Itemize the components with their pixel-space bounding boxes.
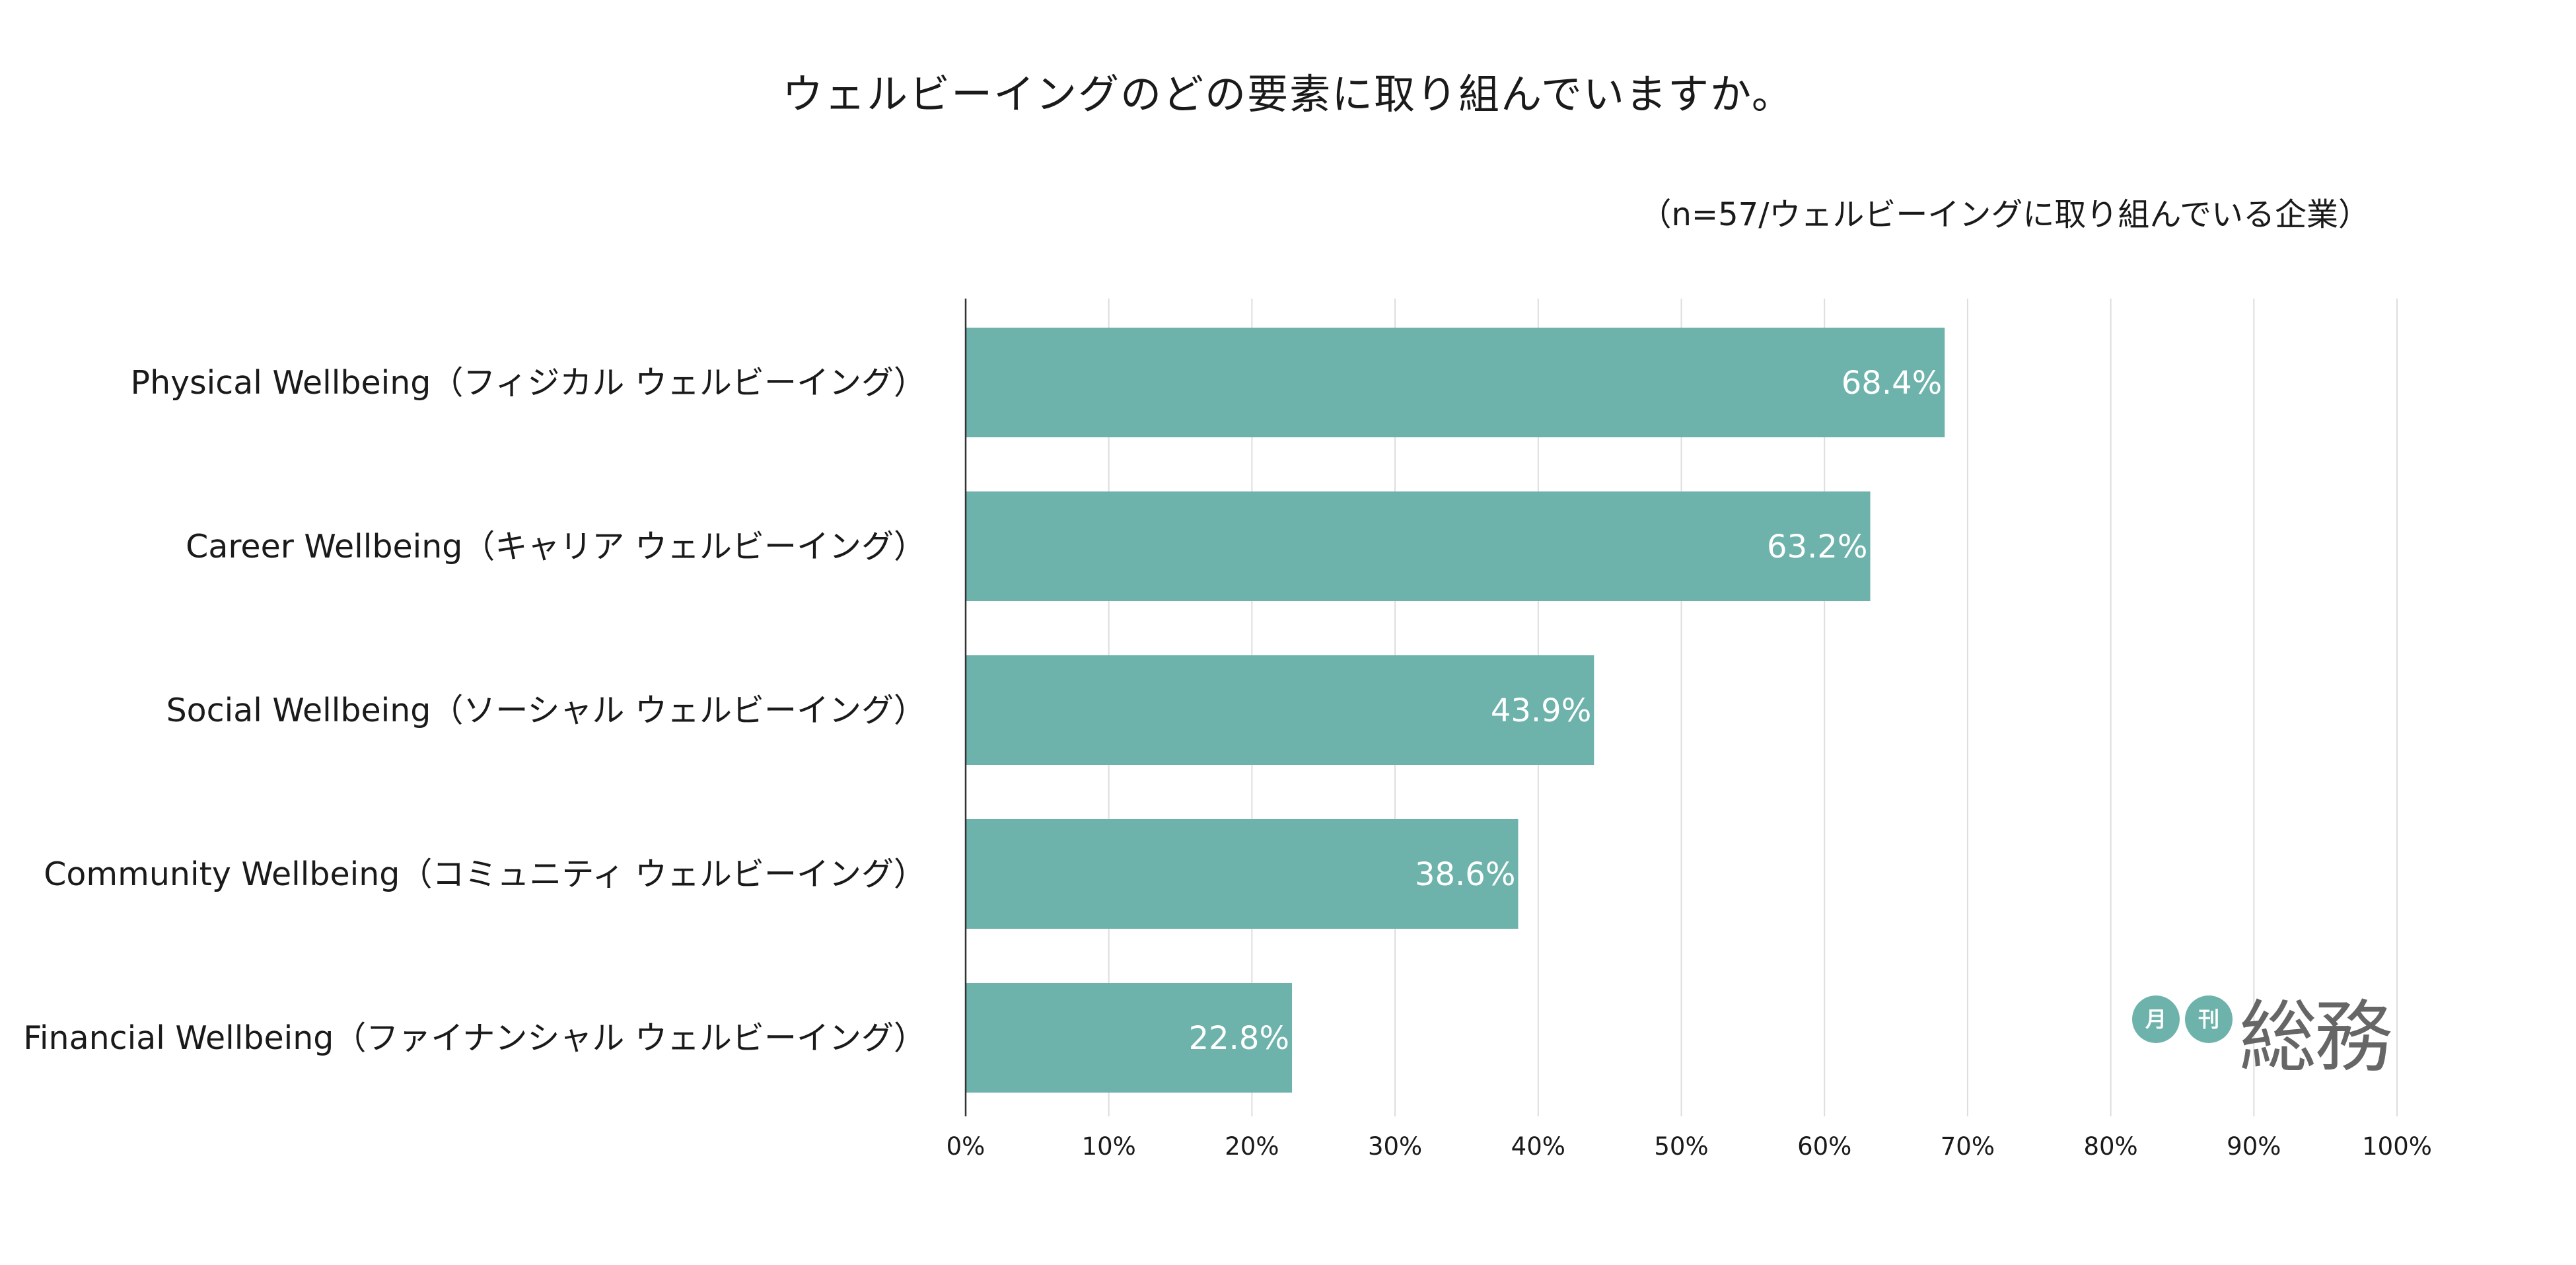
category-label: Community Wellbeing（コミュニティ ウェルビーイング） — [44, 855, 926, 893]
data-label: 38.6% — [1415, 856, 1515, 893]
bar — [966, 491, 1871, 601]
bars — [966, 328, 1945, 1093]
sample-size-note: （n=57/ウェルビーイングに取り組んでいる企業） — [1639, 196, 2371, 233]
bar — [966, 655, 1594, 765]
x-tick-labels: 0% 10% 20% 30% 40% 50% 60% 70% 80% 90% 100% — [947, 1132, 2432, 1161]
data-label: 63.2% — [1767, 528, 1867, 565]
category-label: Financial Wellbeing（ファイナンシャル ウェルビーイング） — [23, 1019, 926, 1057]
logo-wordmark: 総務 — [2239, 992, 2392, 1083]
bar — [966, 819, 1519, 929]
logo-circle-month: 月 — [2132, 995, 2180, 1043]
x-tick-label: 80% — [2083, 1132, 2137, 1161]
x-tick-label: 100% — [2362, 1132, 2432, 1161]
category-label: Social Wellbeing（ソーシャル ウェルビーイング） — [166, 692, 926, 729]
category-labels: Physical Wellbeing（フィジカル ウェルビーイング） Career… — [23, 364, 926, 1057]
x-tick-label: 10% — [1082, 1132, 1136, 1161]
logo-circle-publication: 刊 — [2185, 995, 2233, 1043]
data-label: 22.8% — [1189, 1020, 1289, 1057]
x-tick-label: 60% — [1797, 1132, 1851, 1161]
x-tick-label: 90% — [2227, 1132, 2281, 1161]
x-tick-label: 0% — [947, 1132, 985, 1161]
x-tick-label: 50% — [1654, 1132, 1708, 1161]
x-tick-label: 20% — [1225, 1132, 1279, 1161]
x-tick-label: 30% — [1368, 1132, 1422, 1161]
data-label: 43.9% — [1491, 692, 1591, 729]
category-label: Physical Wellbeing（フィジカル ウェルビーイング） — [131, 364, 926, 402]
gekkan-soumu-logo: 月 刊 総務 — [2132, 988, 2392, 1093]
data-label: 68.4% — [1842, 365, 1942, 402]
x-tick-label: 70% — [1941, 1132, 1995, 1161]
value-labels: 68.4% 63.2% 43.9% 38.6% 22.8% — [1189, 365, 1943, 1057]
chart-title: ウェルビーイングのどの要素に取り組んでいますか。 — [782, 70, 1794, 118]
x-tick-label: 40% — [1511, 1132, 1565, 1161]
bar — [966, 983, 1293, 1093]
bar — [966, 328, 1945, 437]
category-label: Career Wellbeing（キャリア ウェルビーイング） — [186, 528, 926, 565]
